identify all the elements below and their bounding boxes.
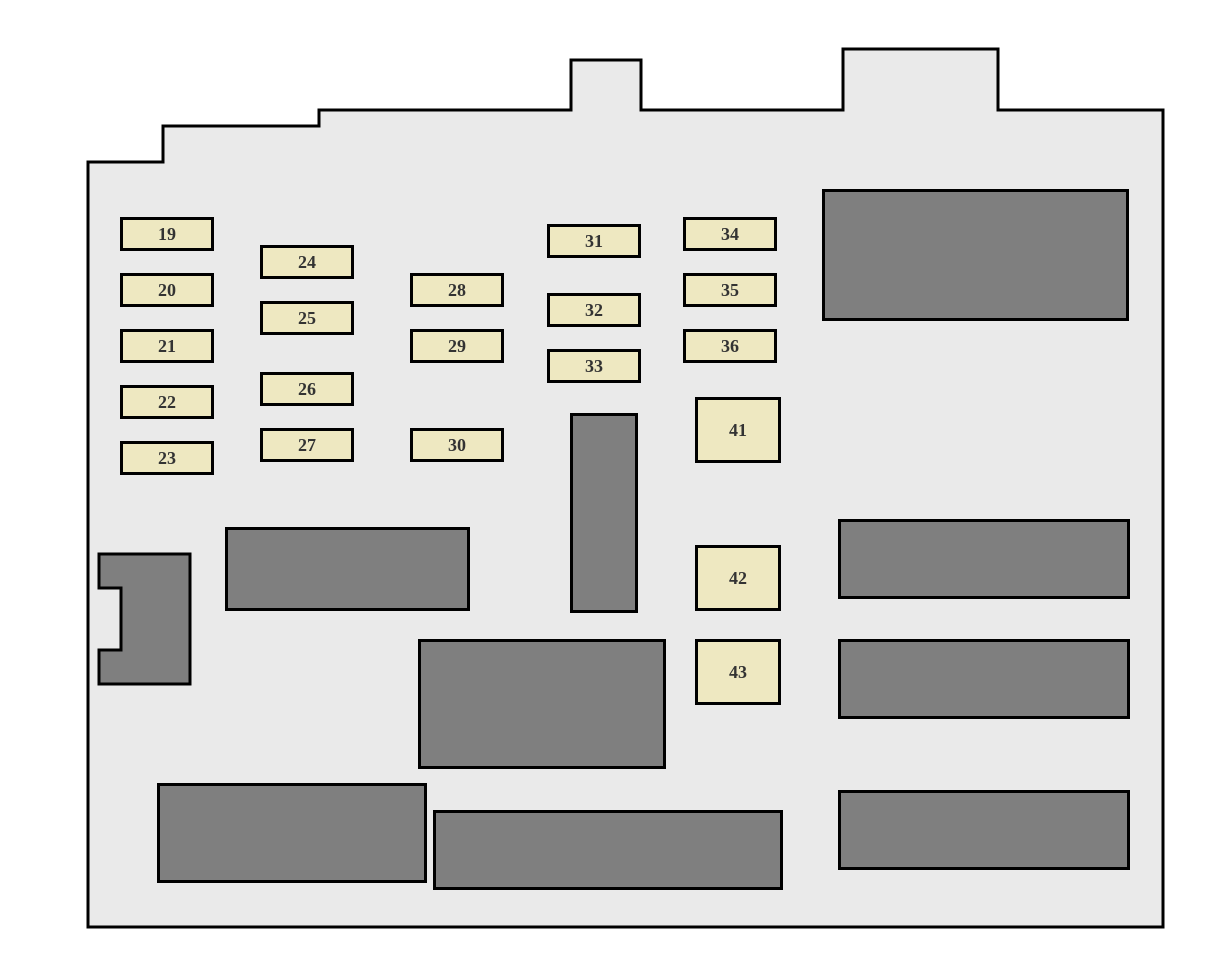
fuse-label: 34 [721,224,739,245]
bottom-left-block [157,783,427,883]
fuse-42: 42 [695,545,781,611]
fuse-label: 26 [298,379,316,400]
fuse-label: 33 [585,356,603,377]
mid-left-block [225,527,470,611]
fuse-label: 28 [448,280,466,301]
fuse-35: 35 [683,273,777,307]
fuse-label: 20 [158,280,176,301]
fuse-label: 30 [448,435,466,456]
fuse-29: 29 [410,329,504,363]
fuse-21: 21 [120,329,214,363]
center-vertical-block [570,413,638,613]
fuse-27: 27 [260,428,354,462]
fuse-31: 31 [547,224,641,258]
fuse-25: 25 [260,301,354,335]
fuse-label: 21 [158,336,176,357]
fuse-label: 32 [585,300,603,321]
fuse-label: 22 [158,392,176,413]
fuse-label: 43 [729,662,747,683]
fuse-label: 42 [729,568,747,589]
fuse-label: 27 [298,435,316,456]
fuse-36: 36 [683,329,777,363]
fuse-32: 32 [547,293,641,327]
fuse-label: 24 [298,252,316,273]
fuse-30: 30 [410,428,504,462]
fuse-19: 19 [120,217,214,251]
fuse-41: 41 [695,397,781,463]
right-block-2 [838,639,1130,719]
fuse-26: 26 [260,372,354,406]
fuse-label: 36 [721,336,739,357]
top-right-block [822,189,1129,321]
fuse-28: 28 [410,273,504,307]
fuse-24: 24 [260,245,354,279]
fuse-43: 43 [695,639,781,705]
fuse-22: 22 [120,385,214,419]
mid-center-block [418,639,666,769]
fuse-label: 35 [721,280,739,301]
fuse-label: 25 [298,308,316,329]
fuse-label: 41 [729,420,747,441]
fuse-20: 20 [120,273,214,307]
fuse-label: 31 [585,231,603,252]
fuse-label: 29 [448,336,466,357]
fuse-34: 34 [683,217,777,251]
right-block-1 [838,519,1130,599]
fuse-23: 23 [120,441,214,475]
fuse-label: 23 [158,448,176,469]
fuse-label: 19 [158,224,176,245]
bottom-center-block [433,810,783,890]
fuse-33: 33 [547,349,641,383]
right-block-3 [838,790,1130,870]
